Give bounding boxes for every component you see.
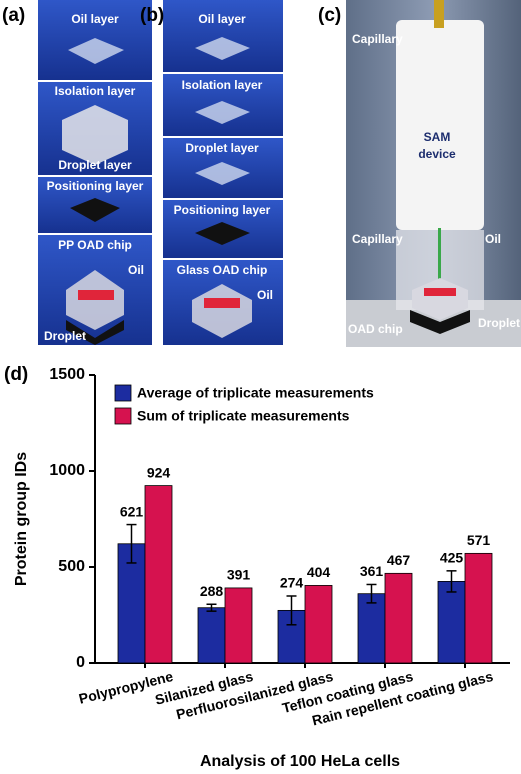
- layer-label: Oil layer: [198, 12, 246, 26]
- bar: [358, 594, 385, 663]
- callout: Oil: [485, 232, 501, 246]
- bar: [465, 553, 492, 663]
- data-label: 571: [467, 532, 491, 548]
- layer-label: Droplet layer: [185, 141, 259, 155]
- y-axis-title: Protein group IDs: [13, 452, 30, 586]
- device-label: device: [418, 147, 456, 161]
- panel-label: (a): [2, 5, 25, 26]
- bar: [198, 608, 225, 663]
- callout: Oil: [257, 288, 273, 302]
- callout: Droplet: [44, 329, 86, 343]
- callout: Capillary: [352, 32, 403, 46]
- bar: [145, 486, 172, 663]
- data-label: 391: [227, 567, 251, 583]
- legend-swatch: [115, 408, 131, 424]
- layer-label: Isolation layer: [182, 78, 263, 92]
- panel-c: (c) Capillary SAM device Capillary Oil O…: [318, 0, 521, 347]
- callout: Oil: [128, 263, 144, 277]
- callout: Droplet: [478, 316, 520, 330]
- data-label: 621: [120, 503, 144, 519]
- data-label: 924: [147, 464, 171, 480]
- data-label: 361: [360, 563, 384, 579]
- bar: [225, 588, 252, 663]
- data-label: 274: [280, 575, 304, 591]
- panel-label: (d): [4, 364, 28, 385]
- layer-label: Isolation layer: [55, 84, 136, 98]
- legend-label: Sum of triplicate measurements: [137, 408, 350, 424]
- panel-label: (c): [318, 5, 341, 26]
- x-axis-title: Analysis of 100 HeLa cells: [200, 753, 400, 770]
- y-tick-label: 1500: [49, 366, 85, 383]
- data-label: 288: [200, 583, 224, 599]
- data-label: 425: [440, 550, 464, 566]
- legend-label: Average of triplicate measurements: [137, 385, 374, 401]
- data-label: 467: [387, 552, 411, 568]
- bar: [385, 573, 412, 663]
- layer-label: Positioning layer: [47, 179, 144, 193]
- panel-a: (a) Oil layer Isolation layer Droplet la…: [2, 0, 152, 345]
- callout: Capillary: [352, 232, 403, 246]
- layer-label: Glass OAD chip: [177, 263, 268, 277]
- legend-swatch: [115, 385, 131, 401]
- y-tick-label: 500: [58, 558, 85, 575]
- figure: (a) Oil layer Isolation layer Droplet la…: [0, 0, 521, 774]
- callout: OAD chip: [348, 322, 403, 336]
- data-label: 404: [307, 564, 331, 580]
- y-tick-label: 1000: [49, 462, 85, 479]
- device-label: SAM: [424, 130, 451, 144]
- layer-label: Positioning layer: [174, 203, 271, 217]
- panel-b: (b) Oil layer Isolation layer Droplet la…: [140, 0, 283, 345]
- layer-label: Oil layer: [71, 12, 119, 26]
- bar: [305, 585, 332, 663]
- chart: (d) Protein group IDs Analysis of 100 He…: [4, 364, 510, 770]
- bar: [438, 581, 465, 663]
- y-tick-label: 0: [76, 654, 85, 671]
- layer-label: Droplet layer: [58, 158, 132, 172]
- panel-label: (b): [140, 5, 164, 26]
- layer-label: PP OAD chip: [58, 238, 132, 252]
